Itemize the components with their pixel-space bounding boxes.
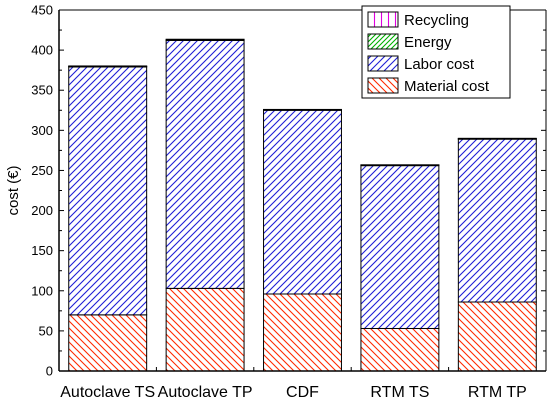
y-tick-label: 450 [31, 3, 53, 18]
legend-swatch [367, 55, 399, 72]
legend: Recycling Energy Labor cost Material cost [361, 5, 511, 99]
x-tick-label: RTM TS [370, 384, 429, 401]
legend-swatch [367, 33, 399, 50]
axes-layer: Autoclave TS Autoclave TP CDF RTM TS RTM TP 0… [5, 3, 547, 401]
bar-segment [165, 287, 245, 372]
x-tick-label: RTM TP [468, 384, 527, 401]
legend-label: Labor cost [404, 56, 475, 73]
legend-item: Energy [367, 33, 452, 51]
bar-segment [360, 165, 440, 329]
y-tick-label: 0 [46, 364, 53, 379]
bars-layer [68, 38, 537, 372]
bar-segment [165, 38, 245, 41]
legend-label: Material cost [404, 78, 490, 95]
legend-swatch [367, 77, 399, 94]
bar-segment [68, 66, 148, 316]
legend-label: Energy [404, 34, 452, 51]
bar-segment [263, 108, 342, 111]
bar-segment [263, 109, 342, 295]
bar-segment [457, 301, 537, 372]
bar-group [263, 108, 342, 372]
y-tick-label: 300 [31, 123, 53, 138]
y-tick-label: 50 [39, 323, 53, 338]
bar-group [457, 137, 537, 372]
x-tick-label: Autoclave TS [60, 384, 155, 401]
legend-label: Recycling [404, 12, 469, 29]
bar-group [360, 164, 440, 372]
legend-item: Labor cost [367, 55, 475, 73]
bar-segment [360, 327, 440, 372]
y-tick-label: 150 [31, 243, 53, 258]
bar-segment [360, 164, 440, 166]
y-tick-label: 200 [31, 203, 53, 218]
y-tick-label: 250 [31, 163, 53, 178]
y-tick-label: 400 [31, 43, 53, 58]
y-tick-label: 350 [31, 83, 53, 98]
bar-group [165, 38, 245, 372]
bar-group [68, 65, 148, 372]
y-tick-label: 100 [31, 283, 53, 298]
legend-item: Recycling [367, 11, 469, 29]
bar-segment [263, 293, 342, 372]
bar-segment [457, 138, 537, 303]
bar-segment [457, 137, 537, 140]
x-tick-label: CDF [286, 384, 319, 401]
x-tick-label: Autoclave TP [158, 384, 253, 401]
legend-swatch [367, 11, 399, 28]
bar-segment [165, 39, 245, 289]
y-axis-title: cost (€) [5, 165, 22, 215]
bar-segment [68, 65, 148, 68]
legend-item: Material cost [367, 77, 490, 95]
bar-segment [68, 314, 148, 372]
